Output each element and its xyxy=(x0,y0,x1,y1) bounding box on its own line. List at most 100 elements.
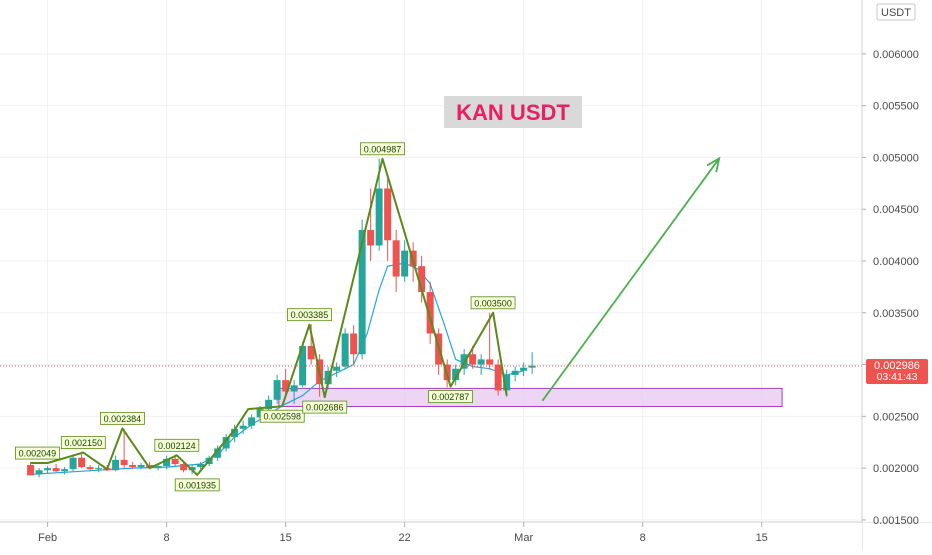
pivot-label-box xyxy=(259,409,305,423)
candle xyxy=(494,359,502,396)
x-tick-label: Feb xyxy=(38,532,57,544)
pivot-label-text: 0.002787 xyxy=(432,392,470,402)
candle xyxy=(477,354,485,375)
candle-body xyxy=(86,467,94,470)
chart-title-group: KAN USDT xyxy=(444,96,582,128)
pivot-label: 0.002384 xyxy=(100,411,145,425)
candle-body xyxy=(52,468,60,472)
currency-badge[interactable]: USDT xyxy=(876,3,916,21)
candle-body xyxy=(503,374,511,391)
pivot-label-box xyxy=(360,142,405,156)
candle-body xyxy=(171,458,179,464)
candle xyxy=(44,466,52,474)
current-price-value: 0.002986 xyxy=(874,360,920,372)
pivot-labels-layer: 0.002049 0.002150 0.002384 0.002124 0.001935… xyxy=(15,142,516,492)
candle xyxy=(401,240,409,282)
pivot-label-text: 0.003500 xyxy=(474,298,512,308)
candle xyxy=(137,462,145,470)
candle-body xyxy=(44,468,52,471)
pivot-label-text: 0.001935 xyxy=(178,480,216,490)
projection-arrow-layer xyxy=(541,156,721,402)
x-tick-label: Mar xyxy=(514,532,533,544)
pivot-label-text: 0.004987 xyxy=(364,144,402,154)
candle xyxy=(180,461,188,473)
candle xyxy=(299,341,307,388)
candle-body xyxy=(401,250,409,277)
projection-arrow-shaft xyxy=(541,157,720,402)
candle xyxy=(35,468,43,478)
candle xyxy=(528,352,536,374)
pivot-label: 0.002598 xyxy=(259,409,305,423)
candle xyxy=(163,455,171,470)
chart-title: KAN USDT xyxy=(456,100,570,125)
projection-arrow-head xyxy=(706,156,721,173)
candle-body xyxy=(154,466,162,469)
candle xyxy=(265,395,273,412)
y-axis-panel[interactable] xyxy=(863,0,932,522)
candle-body xyxy=(469,354,477,365)
pivot-label-box xyxy=(428,390,473,404)
x-tick-label: 8 xyxy=(164,532,170,544)
candle xyxy=(78,451,86,469)
pivot-label-box xyxy=(470,296,516,310)
pivot-label-text: 0.002686 xyxy=(306,403,344,413)
candle-body xyxy=(120,459,128,466)
candle-body xyxy=(333,366,341,371)
candle xyxy=(341,328,349,370)
support-zone-box xyxy=(278,387,783,408)
candle xyxy=(86,465,94,472)
pivot-label-text: 0.002384 xyxy=(104,414,142,424)
candle-body xyxy=(392,240,400,277)
pivot-label: 0.002124 xyxy=(154,438,200,452)
candle xyxy=(333,362,341,377)
pivot-label: 0.004987 xyxy=(360,142,405,156)
pivot-label: 0.001935 xyxy=(174,478,220,492)
candle-body xyxy=(452,368,460,381)
candle-countdown: 03:41:43 xyxy=(877,371,918,383)
candle-body xyxy=(520,367,528,371)
candle-body xyxy=(112,459,120,471)
candle xyxy=(197,461,205,470)
y-tick-label: 0.002000 xyxy=(873,463,919,475)
y-tick-label: 0.004500 xyxy=(873,204,919,216)
candle-body xyxy=(528,365,536,368)
candle xyxy=(511,366,519,382)
candle xyxy=(350,325,358,365)
pivot-label-text: 0.003385 xyxy=(291,310,329,320)
candle-body xyxy=(222,437,230,449)
chart-title-background xyxy=(444,96,582,128)
candle xyxy=(418,255,426,303)
candle-body xyxy=(358,229,366,355)
pivot-label-box xyxy=(174,478,220,492)
currency-badge-label: USDT xyxy=(881,7,911,19)
candle-body xyxy=(248,417,256,426)
candle-body xyxy=(61,469,69,472)
candle xyxy=(222,433,230,452)
pivot-label: 0.002787 xyxy=(428,390,473,404)
candle-body xyxy=(129,465,137,468)
pivot-label-box xyxy=(100,411,145,425)
candle xyxy=(426,281,434,344)
candle-body xyxy=(197,464,205,468)
candle-body xyxy=(163,458,171,467)
candle xyxy=(452,364,460,386)
x-axis-panel[interactable] xyxy=(0,523,862,550)
pivot-label: 0.002049 xyxy=(15,446,60,460)
candle-body xyxy=(214,448,222,458)
zigzag-layer xyxy=(30,157,508,476)
y-axis-ticks: 0.006000 0.005500 0.005000 0.004500 0.004000… xyxy=(862,49,919,527)
x-axis-ticks: Feb 8 15 22 Mar 8 15 xyxy=(38,522,768,544)
candle-body xyxy=(231,428,239,438)
x-tick-label: 15 xyxy=(756,532,768,544)
y-tick-label: 0.003500 xyxy=(873,308,919,320)
candle-body xyxy=(27,465,35,476)
y-tick-label: 0.001500 xyxy=(873,515,919,527)
y-tick-label: 0.005500 xyxy=(873,101,919,113)
candle xyxy=(248,414,256,429)
y-tick-label: 0.005000 xyxy=(873,152,919,164)
candle-body xyxy=(494,364,502,391)
candle xyxy=(282,368,290,396)
candle-body xyxy=(239,425,247,429)
